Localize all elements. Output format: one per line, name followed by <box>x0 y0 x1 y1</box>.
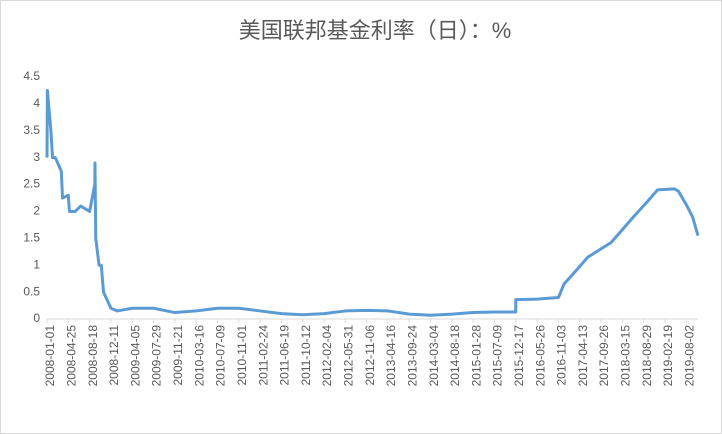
x-tick-label: 2009-11-21 <box>171 325 185 386</box>
x-tick-label: 2016-11-03 <box>555 325 569 386</box>
x-tick-label: 2015-07-09 <box>491 325 505 387</box>
x-tick-label: 2015-01-28 <box>469 325 483 387</box>
x-tick-label: 2011-10-12 <box>299 325 313 386</box>
x-tick-label: 2010-03-16 <box>192 325 206 387</box>
x-tick-label: 2019-02-19 <box>661 325 675 387</box>
y-tick-label: 4.5 <box>23 69 40 83</box>
y-tick-label: 0 <box>33 311 40 325</box>
chart-title: 美国联邦基金利率（日）：% <box>239 18 512 43</box>
x-tick-label: 2018-03-15 <box>619 325 633 387</box>
x-tick-label: 2012-05-31 <box>342 325 356 387</box>
x-tick-label: 2013-04-16 <box>384 325 398 387</box>
x-tick-label: 2009-04-05 <box>128 325 142 387</box>
x-tick-label: 2010-11-01 <box>235 325 249 386</box>
y-tick-label: 3.5 <box>23 123 40 137</box>
x-tick-label: 2013-09-24 <box>405 325 419 387</box>
x-tick-label: 2008-01-01 <box>43 325 57 387</box>
x-tick-label: 2016-05-26 <box>533 325 547 387</box>
data-line <box>45 88 700 317</box>
x-tick-label: 2011-02-24 <box>256 325 270 386</box>
x-tick-label: 2012-11-06 <box>363 325 377 386</box>
x-tick-label: 2014-03-04 <box>427 325 441 387</box>
x-tick-label: 2008-08-18 <box>86 325 100 387</box>
y-tick-label: 1 <box>33 257 40 271</box>
x-tick-label: 2014-08-18 <box>448 325 462 387</box>
x-tick-label: 2008-12-11 <box>107 325 121 386</box>
x-tick-label: 2009-07-29 <box>150 325 164 387</box>
x-tick-label: 2010-07-09 <box>214 325 228 387</box>
x-tick-label: 2017-09-26 <box>597 325 611 387</box>
x-tick-label: 2017-04-13 <box>576 325 590 387</box>
x-tick-label: 2019-08-02 <box>682 325 696 387</box>
y-tick-label: 2 <box>33 204 40 218</box>
y-tick-label: 4 <box>33 96 40 110</box>
y-tick-label: 1.5 <box>23 231 40 245</box>
x-tick-label: 2012-02-04 <box>320 325 334 387</box>
x-tick-label: 2018-08-29 <box>640 325 654 387</box>
x-tick-label: 2011-06-19 <box>278 325 292 386</box>
y-tick-label: 0.5 <box>23 284 40 298</box>
x-tick-label: 2008-04-25 <box>64 325 78 387</box>
y-tick-label: 3 <box>33 150 40 164</box>
x-tick-label: 2015-12-17 <box>512 325 526 387</box>
y-tick-label: 2.5 <box>23 177 40 191</box>
